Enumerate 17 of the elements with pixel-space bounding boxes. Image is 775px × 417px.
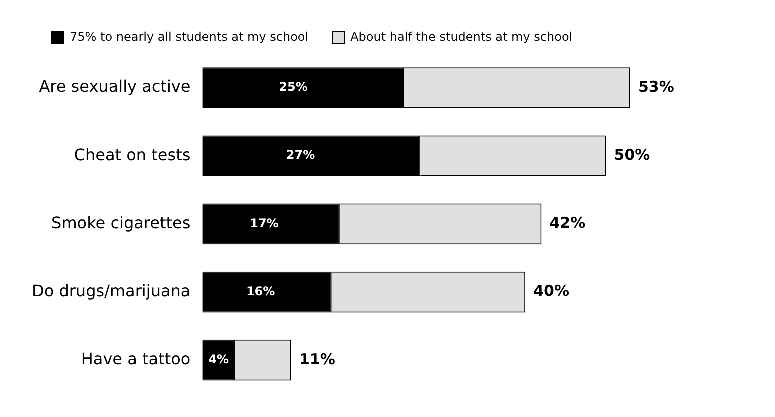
data-label: 4% (208, 352, 230, 366)
total-label: 42% (550, 214, 586, 232)
y-tick-label: Smoke cigarettes (52, 213, 191, 232)
total-label: 53% (638, 78, 674, 96)
total-label: 50% (614, 146, 650, 164)
data-label: 17% (250, 216, 279, 230)
data-label: 25% (279, 80, 308, 94)
legend-label: About half the students at my school (350, 30, 573, 44)
y-tick-label: Do drugs/marijuana (32, 281, 191, 300)
y-tick-label: Cheat on tests (74, 145, 191, 164)
total-label: 40% (534, 282, 570, 300)
y-tick-label: Have a tattoo (81, 350, 191, 369)
total-label: 11% (299, 350, 336, 368)
y-tick-label: Are sexually active (39, 77, 191, 96)
data-label: 16% (246, 284, 276, 298)
legend-label: 75% to nearly all students at my school (70, 30, 309, 44)
data-label: 27% (286, 148, 316, 162)
